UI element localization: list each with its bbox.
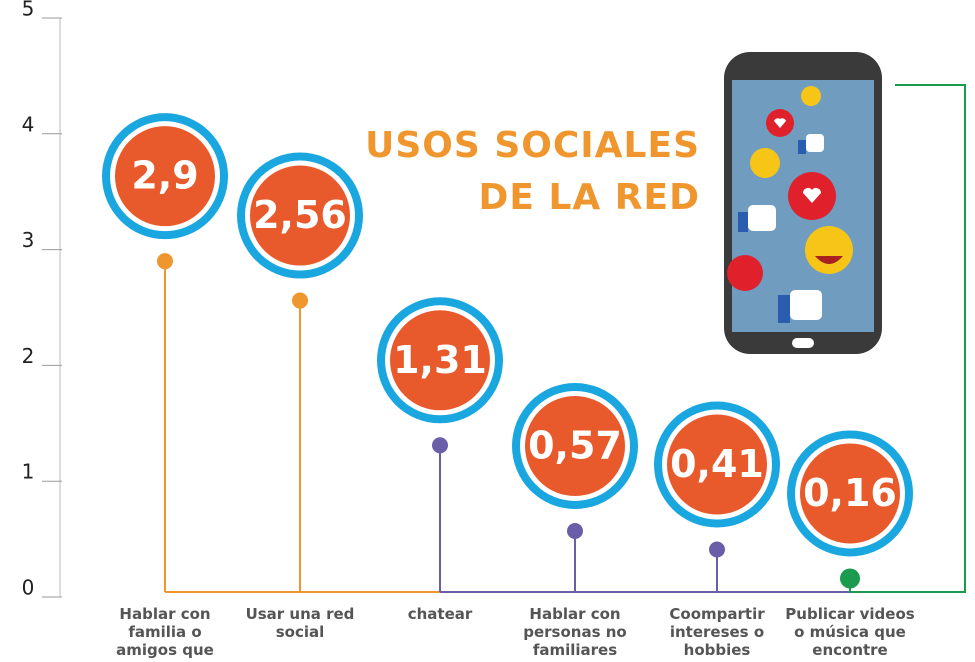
bubble bbox=[390, 310, 490, 411]
y-tick-label: 3 bbox=[22, 228, 35, 252]
phone-connector bbox=[850, 84, 966, 593]
bubble bbox=[115, 126, 215, 227]
x-tick-label: chatear bbox=[407, 605, 473, 623]
value-label: 2,56 bbox=[253, 193, 347, 237]
x-tick-label: Usar una red social bbox=[245, 605, 355, 641]
x-tick-label: Coompartir intereses o hobbies bbox=[669, 605, 765, 659]
value-label: 0,57 bbox=[528, 423, 622, 467]
bubble bbox=[667, 414, 767, 515]
dot bbox=[709, 541, 725, 558]
bubble bbox=[250, 165, 350, 266]
x-tick-label: Hablar con familia o amigos que bbox=[116, 605, 214, 659]
dot bbox=[292, 292, 308, 309]
value-label: 1,31 bbox=[393, 338, 487, 382]
chart-title: USOS SOCIALES DE LA RED bbox=[365, 125, 700, 218]
y-tick-label: 4 bbox=[22, 112, 35, 136]
value-label: 0,41 bbox=[670, 442, 764, 486]
value-label: 0,16 bbox=[803, 471, 897, 515]
dot bbox=[567, 522, 583, 539]
bubble bbox=[525, 395, 625, 496]
dot bbox=[432, 437, 448, 454]
dot bbox=[157, 253, 173, 270]
y-tick-label: 1 bbox=[22, 460, 35, 484]
value-label: 2,9 bbox=[131, 154, 198, 198]
y-tick-label: 2 bbox=[22, 344, 35, 368]
dot bbox=[840, 568, 860, 589]
x-tick-label: Publicar videos o música que encontre bbox=[785, 605, 915, 659]
y-tick-label: 0 bbox=[22, 576, 35, 600]
y-tick-label: 5 bbox=[22, 0, 35, 21]
phone-illustration bbox=[724, 52, 882, 354]
x-tick-label: Hablar con personas no familiares bbox=[523, 605, 627, 659]
bubble bbox=[800, 443, 900, 544]
